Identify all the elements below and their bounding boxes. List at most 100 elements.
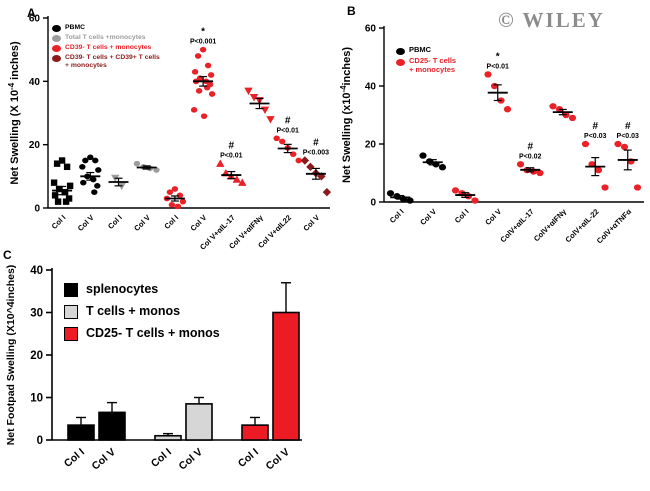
y-tick-label: 60: [29, 14, 41, 25]
data-point: [194, 53, 202, 59]
y-axis-label: Net Footpad Swelling (X10^4inches): [5, 265, 17, 446]
x-tick-label: Col V: [189, 213, 209, 233]
data-point: [91, 189, 98, 195]
y-tick-label: 0: [34, 204, 40, 215]
bar: [185, 403, 213, 441]
p-value-label: P<0.03: [584, 133, 606, 140]
data-point: [204, 62, 212, 69]
y-axis-label: Net Swelling (X 10-4 inches): [7, 41, 21, 185]
y-tick-label: 40: [29, 77, 41, 88]
data-point: [82, 157, 89, 164]
data-point: [295, 157, 302, 164]
legend-label: CD39- T cells + CD39+ T cells + monocytes: [65, 54, 160, 70]
data-point: [581, 140, 590, 148]
x-tick-label: Col I: [149, 446, 174, 470]
data-point: [133, 160, 141, 167]
y-tick-label: 30: [30, 308, 43, 320]
data-point: [549, 103, 557, 110]
data-point: [168, 202, 176, 208]
bar: [67, 424, 95, 441]
data-point: [55, 185, 63, 193]
data-point: [94, 183, 101, 189]
data-point: [166, 189, 174, 195]
x-tick-label: Col I: [50, 213, 68, 231]
y-tick-label: 0: [370, 198, 376, 209]
data-point: [471, 197, 479, 204]
data-point: [279, 138, 286, 145]
data-point: [95, 167, 102, 173]
panel-b-label: B: [347, 4, 356, 18]
x-tick-label: Col V: [90, 446, 118, 472]
data-point: [306, 162, 315, 172]
x-tick-label: Col I: [388, 207, 406, 225]
data-point: [484, 71, 492, 78]
legend-swatch-icon: [396, 59, 405, 66]
x-tick-label: Col V: [483, 207, 503, 227]
bar: [154, 434, 182, 441]
legend-item: CD39- T cells + monocytes: [52, 44, 160, 53]
data-point: [63, 163, 71, 171]
data-point: [601, 184, 609, 191]
data-point: [53, 160, 61, 167]
panel-c-chart: 0 10 20 30 40 Net Footpad Swelling (X10^4inch…: [5, 265, 302, 473]
panel-c-label: C: [3, 248, 12, 262]
y-axis-label: Net Swelling (x10-4inches): [339, 47, 353, 183]
x-tick-label: Col I: [453, 207, 471, 225]
data-point: [62, 198, 70, 205]
wiley-watermark: © WILEY: [498, 8, 605, 32]
bar: [98, 411, 126, 441]
data-point: [568, 114, 577, 122]
data-point: [273, 135, 280, 142]
data-point: [66, 182, 74, 190]
legend-swatch-icon: [64, 305, 78, 319]
legend-item: splenocytes: [64, 282, 220, 297]
significance-marker: #: [313, 138, 319, 149]
data-point: [244, 87, 253, 96]
data-point: [503, 106, 512, 113]
x-tick-label: Col I: [162, 213, 180, 231]
y-tick-label: 40: [365, 82, 377, 93]
y-tick-label: 60: [365, 24, 377, 35]
x-tick-label: Col I: [236, 446, 261, 470]
x-tick-label: Col I: [106, 213, 124, 231]
data-point: [153, 167, 160, 173]
p-value-label: P<0.02: [519, 153, 541, 160]
panel-a-chart: 0 20 40 60 Net Swelling (X 10-4 inches) Col I…: [7, 14, 332, 252]
data-point: [406, 197, 414, 204]
data-point: [232, 175, 241, 183]
data-point: [216, 159, 225, 167]
data-point: [300, 156, 310, 165]
p-value-label: P<0.01: [277, 127, 299, 134]
data-point: [58, 157, 66, 164]
data-point: [208, 91, 216, 97]
data-point: [266, 116, 275, 124]
legend-item: CD25- T cells + monocytes: [396, 56, 456, 75]
legend-label: PBMC: [409, 45, 432, 54]
panel-a-label: A: [27, 6, 36, 20]
data-point: [90, 176, 97, 183]
data-point: [249, 93, 259, 102]
y-tick-label: 0: [37, 435, 43, 447]
data-point: [191, 69, 199, 75]
data-point: [238, 178, 247, 186]
x-tick-label: Col V: [132, 213, 152, 233]
x-tick-label: ColV+αIL-17: [498, 207, 535, 244]
legend-swatch-icon: [52, 25, 61, 32]
panel-b-chart: 0 20 40 60 Net Swelling (x10-4inches) Col I Co…: [339, 24, 644, 246]
x-tick-label: ColV+αTNFα: [595, 207, 634, 246]
data-point: [92, 157, 99, 164]
legend-label: Total T cells +monocytes: [65, 34, 146, 42]
data-point: [536, 169, 544, 177]
data-point: [50, 179, 58, 186]
x-tick-label: Col V: [177, 446, 205, 472]
data-point: [614, 140, 622, 148]
panel-a-legend: PBMC Total T cells +monocytes CD39- T cell…: [52, 24, 160, 72]
x-tick-label: Col V: [418, 207, 438, 227]
bar: [241, 424, 269, 441]
significance-marker: #: [592, 121, 598, 132]
panel-c-legend: splenocytes T cells + monos CD25- T cells …: [64, 282, 220, 348]
data-point: [451, 187, 460, 194]
data-point: [199, 46, 207, 53]
data-point: [516, 161, 525, 168]
